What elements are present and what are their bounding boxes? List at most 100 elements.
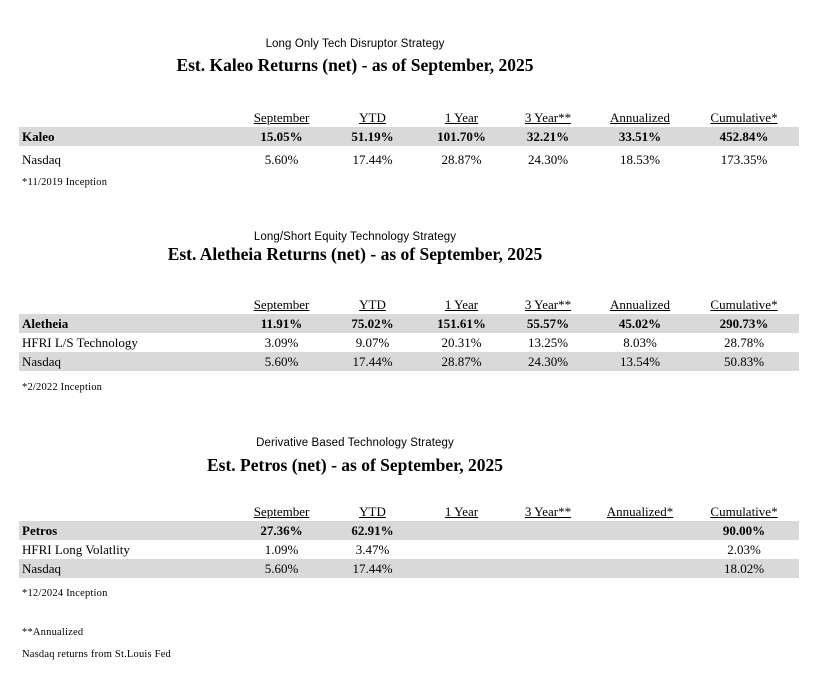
cell: 50.83% (689, 352, 799, 371)
cell (591, 521, 689, 540)
column-header-3year: 3 Year** (524, 297, 572, 312)
aletheia-returns-table: September YTD 1 Year 3 Year** Annualized… (19, 294, 799, 371)
table-row-hfri-long-volatility: HFRI Long Volatlity 1.09% 3.47% 2.03% (19, 540, 799, 559)
column-header-3year: 3 Year** (524, 110, 572, 125)
row-label-header (19, 501, 236, 521)
cell: 24.30% (505, 352, 591, 371)
aletheia-inception-footnote: *2/2022 Inception (22, 382, 103, 393)
column-header-ytd: YTD (359, 110, 386, 125)
cell: 3.09% (264, 334, 299, 350)
column-header-annualized: Annualized (610, 110, 670, 125)
cell: 18.53% (619, 152, 661, 167)
cell: 5.60% (264, 152, 299, 167)
petros-strategy-subtitle: Derivative Based Technology Strategy (256, 437, 454, 449)
nasdaq-source-footnote: Nasdaq returns from St.Louis Fed (22, 649, 172, 660)
row-label: Aletheia (19, 314, 236, 333)
petros-inception-footnote: *12/2024 Inception (22, 588, 108, 599)
cell: 17.44% (327, 352, 418, 371)
column-header-annualized: Annualized* (606, 504, 674, 519)
cell: 13.25% (527, 334, 569, 350)
column-header-annualized: Annualized (610, 297, 670, 312)
kaleo-inception-footnote: *11/2019 Inception (22, 177, 108, 188)
cell (418, 521, 505, 540)
cell: 17.44% (327, 559, 418, 578)
table-row-nasdaq: Nasdaq 5.60% 17.44% 28.87% 24.30% 18.53%… (19, 146, 799, 174)
cell: 13.54% (591, 352, 689, 371)
cell: 18.02% (689, 559, 799, 578)
row-label: Nasdaq (22, 152, 61, 167)
cell: 24.30% (527, 152, 569, 167)
column-header-september: September (253, 297, 310, 312)
cell: 151.61% (418, 314, 505, 333)
cell (505, 559, 591, 578)
cell: 452.84% (689, 127, 799, 146)
column-header-september: September (253, 110, 310, 125)
cell: 45.02% (591, 314, 689, 333)
column-header-cumulative: Cumulative* (710, 297, 778, 312)
cell: 17.44% (352, 152, 393, 167)
cell (505, 540, 591, 559)
cell: 8.03% (623, 334, 657, 350)
row-label: Nasdaq (19, 559, 236, 578)
petros-returns-table: September YTD 1 Year 3 Year** Annualized… (19, 501, 799, 578)
column-header-cumulative: Cumulative* (710, 504, 778, 519)
row-label: Petros (19, 521, 236, 540)
kaleo-strategy-subtitle: Long Only Tech Disruptor Strategy (265, 38, 445, 50)
column-header-1year: 1 Year (444, 297, 479, 312)
cell: 5.60% (236, 352, 327, 371)
cell (505, 521, 591, 540)
cell: 3.47% (355, 541, 390, 557)
table-row-aletheia: Aletheia 11.91% 75.02% 151.61% 55.57% 45… (19, 314, 799, 333)
cell: 28.87% (418, 352, 505, 371)
column-header-3year: 3 Year** (524, 504, 572, 519)
cell: 11.91% (236, 314, 327, 333)
kaleo-returns-table: September YTD 1 Year 3 Year** Annualized… (19, 107, 799, 174)
cell (418, 559, 505, 578)
table-header-row: September YTD 1 Year 3 Year** Annualized… (19, 294, 799, 314)
cell: 9.07% (355, 334, 390, 350)
cell: 32.21% (505, 127, 591, 146)
cell: 1.09% (264, 541, 299, 557)
cell: 2.03% (727, 541, 761, 557)
table-row-nasdaq: Nasdaq 5.60% 17.44% 28.87% 24.30% 13.54%… (19, 352, 799, 371)
cell (418, 540, 505, 559)
petros-section-title: Est. Petros (net) - as of September, 202… (207, 455, 503, 475)
cell (591, 559, 689, 578)
cell: 101.70% (418, 127, 505, 146)
cell: 75.02% (327, 314, 418, 333)
cell: 33.51% (591, 127, 689, 146)
row-label: Nasdaq (19, 352, 236, 371)
column-header-september: September (253, 504, 310, 519)
cell: 15.05% (236, 127, 327, 146)
row-label-header (19, 107, 236, 127)
cell (591, 540, 689, 559)
cell: 5.60% (236, 559, 327, 578)
cell: 290.73% (689, 314, 799, 333)
cell: 90.00% (689, 521, 799, 540)
table-row-hfri-ls-technology: HFRI L/S Technology 3.09% 9.07% 20.31% 1… (19, 333, 799, 352)
column-header-1year: 1 Year (444, 110, 479, 125)
row-label: HFRI Long Volatlity (22, 541, 130, 557)
cell: 51.19% (327, 127, 418, 146)
cell: 173.35% (720, 152, 768, 167)
row-label: HFRI L/S Technology (22, 334, 138, 350)
kaleo-section-title: Est. Kaleo Returns (net) - as of Septemb… (176, 55, 534, 75)
column-header-cumulative: Cumulative* (710, 110, 778, 125)
cell: 28.87% (441, 152, 482, 167)
row-label-header (19, 294, 236, 314)
aletheia-strategy-subtitle: Long/Short Equity Technology Strategy (253, 231, 457, 243)
aletheia-section-title: Est. Aletheia Returns (net) - as of Sept… (167, 244, 543, 264)
column-header-ytd: YTD (359, 504, 386, 519)
cell: 28.78% (723, 334, 765, 350)
cell: 20.31% (441, 334, 482, 350)
cell: 55.57% (505, 314, 591, 333)
cell: 62.91% (327, 521, 418, 540)
table-row-nasdaq: Nasdaq 5.60% 17.44% 18.02% (19, 559, 799, 578)
cell: 27.36% (236, 521, 327, 540)
table-header-row: September YTD 1 Year 3 Year** Annualized… (19, 501, 799, 521)
column-header-1year: 1 Year (444, 504, 479, 519)
annualized-footnote: **Annualized (22, 627, 84, 638)
table-header-row: September YTD 1 Year 3 Year** Annualized… (19, 107, 799, 127)
table-row-kaleo: Kaleo 15.05% 51.19% 101.70% 32.21% 33.51… (19, 127, 799, 146)
table-row-petros: Petros 27.36% 62.91% 90.00% (19, 521, 799, 540)
